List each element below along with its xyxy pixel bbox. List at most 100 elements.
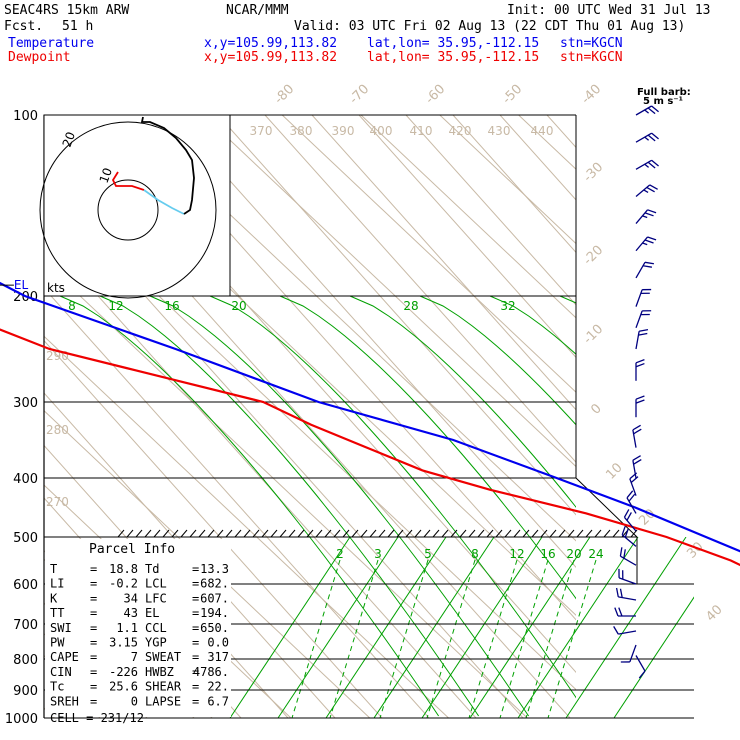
moist-adiabat-line xyxy=(229,537,351,718)
isotherm-line xyxy=(203,115,576,468)
wind-barb-staff xyxy=(629,478,637,496)
hatch-mark xyxy=(549,529,557,538)
mixing-ratio-line xyxy=(291,559,341,718)
moist-adiabat-line xyxy=(279,295,576,600)
mixing-ratio-label: 5 xyxy=(424,547,432,561)
hodograph-trace-high xyxy=(140,116,195,215)
hatch-mark xyxy=(180,529,188,538)
parcel-eq: = xyxy=(192,621,199,635)
wind-barb-staff xyxy=(635,159,652,170)
wind-barb-flag xyxy=(642,215,648,219)
hatch-mark xyxy=(288,529,296,538)
parcel-value: 18.8 xyxy=(109,562,138,576)
wind-barb-flag xyxy=(628,493,636,502)
temperature-profile xyxy=(0,281,740,553)
wind-barb xyxy=(629,472,639,496)
parcel-key: HWBZ xyxy=(145,665,174,679)
pressure-tick-label: 700 xyxy=(13,618,38,633)
theta-label: 420 xyxy=(449,124,472,138)
isotherm-line xyxy=(439,115,576,245)
hatch-mark xyxy=(243,529,251,538)
wind-barb-flag xyxy=(643,189,649,193)
dewpoint-profile xyxy=(0,328,740,567)
forecast-label: Fcst. xyxy=(4,19,44,34)
mixing-ratio-label: 16 xyxy=(164,299,179,313)
dewpoint-xy: x,y=105.99,113.82 xyxy=(204,50,338,65)
hatch-mark xyxy=(279,529,287,538)
mixing-ratio-label: 24 xyxy=(588,547,603,561)
parcel-value: 682. xyxy=(200,577,229,591)
parcel-eq: = xyxy=(192,606,199,620)
theta-label: 400 xyxy=(370,124,393,138)
hodograph-trace-mid xyxy=(143,189,185,215)
hatch-mark xyxy=(396,529,404,538)
moist-adiabat-line xyxy=(469,537,591,718)
parcel-value: 6.7 xyxy=(207,694,229,708)
dewpoint-station: stn=KGCN xyxy=(560,50,623,65)
wind-barb-staff xyxy=(635,310,643,329)
parcel-value: 0 xyxy=(131,694,138,708)
moist-adiabat-line xyxy=(613,596,694,718)
wind-barb-staff xyxy=(618,630,637,635)
theta-label: 430 xyxy=(488,124,511,138)
wind-barb-staff xyxy=(632,460,637,479)
isotherm-label: -60 xyxy=(423,82,449,108)
hatch-mark xyxy=(333,529,341,538)
parcel-value: 43 xyxy=(124,606,138,620)
center-name: NCAR/MMM xyxy=(226,3,289,18)
parcel-eq: = xyxy=(90,591,97,605)
parcel-eq: = xyxy=(192,577,199,591)
wind-barb-flag xyxy=(635,362,645,368)
hatch-mark xyxy=(477,529,485,538)
wind-barb-flag xyxy=(635,395,645,400)
wind-barb-staff xyxy=(635,132,652,143)
hodograph-units: kts xyxy=(47,281,65,295)
hatch-mark xyxy=(540,529,548,538)
wind-barb xyxy=(615,587,637,601)
parcel-value: -226 xyxy=(109,665,138,679)
hodograph-frame xyxy=(43,114,231,297)
hatch-mark xyxy=(117,529,125,538)
mixing-ratio-label: 16 xyxy=(540,547,555,561)
moist-adiabat-line xyxy=(373,537,495,718)
moist-adiabat-line xyxy=(517,537,639,718)
parcel-eq: = xyxy=(90,606,97,620)
dry-adiabat-line xyxy=(44,287,430,718)
hatch-mark xyxy=(513,529,521,538)
parcel-value: 3.15 xyxy=(109,636,138,650)
wind-barb-flag xyxy=(623,549,626,559)
pressure-tick-label: 1000 xyxy=(5,712,38,727)
parcel-key: TT xyxy=(50,606,64,620)
isotherm-label: 10 xyxy=(603,460,625,482)
mixing-ratio-label: 8 xyxy=(68,299,76,313)
wind-barb-staff xyxy=(621,534,637,547)
wind-barb xyxy=(635,261,654,279)
wind-barb-staff xyxy=(618,596,637,601)
wind-barb-flag xyxy=(626,490,634,499)
wind-barb xyxy=(632,455,642,479)
parcel-eq: = xyxy=(192,694,199,708)
wind-barb xyxy=(635,395,645,418)
hatch-mark xyxy=(567,529,575,538)
hatch-mark xyxy=(558,529,566,538)
mixing-ratio-label: 2 xyxy=(336,547,344,561)
hatch-mark xyxy=(216,529,224,538)
pressure-tick-label: 900 xyxy=(13,684,38,699)
hatch-mark xyxy=(369,529,377,538)
moist-adiabat-line xyxy=(325,537,447,718)
hatch-mark xyxy=(153,529,161,538)
isotherm-line xyxy=(518,115,576,170)
lower-area xyxy=(229,537,694,718)
parcel-key: T xyxy=(50,562,57,576)
dry-adiabat-line xyxy=(452,115,576,254)
dewpoint-legend: Dewpoint xyxy=(8,50,71,65)
parcel-key: LCL xyxy=(145,577,167,591)
parcel-key: SWI xyxy=(50,621,72,635)
hatch-mark xyxy=(612,529,620,538)
mixing-ratio-label: 12 xyxy=(509,547,524,561)
mixing-ratio-line xyxy=(379,559,429,718)
theta-label: 270 xyxy=(46,495,69,509)
theta-label: 280 xyxy=(46,423,69,437)
dry-adiabat-line xyxy=(735,115,740,718)
isotherm-line xyxy=(281,115,576,393)
